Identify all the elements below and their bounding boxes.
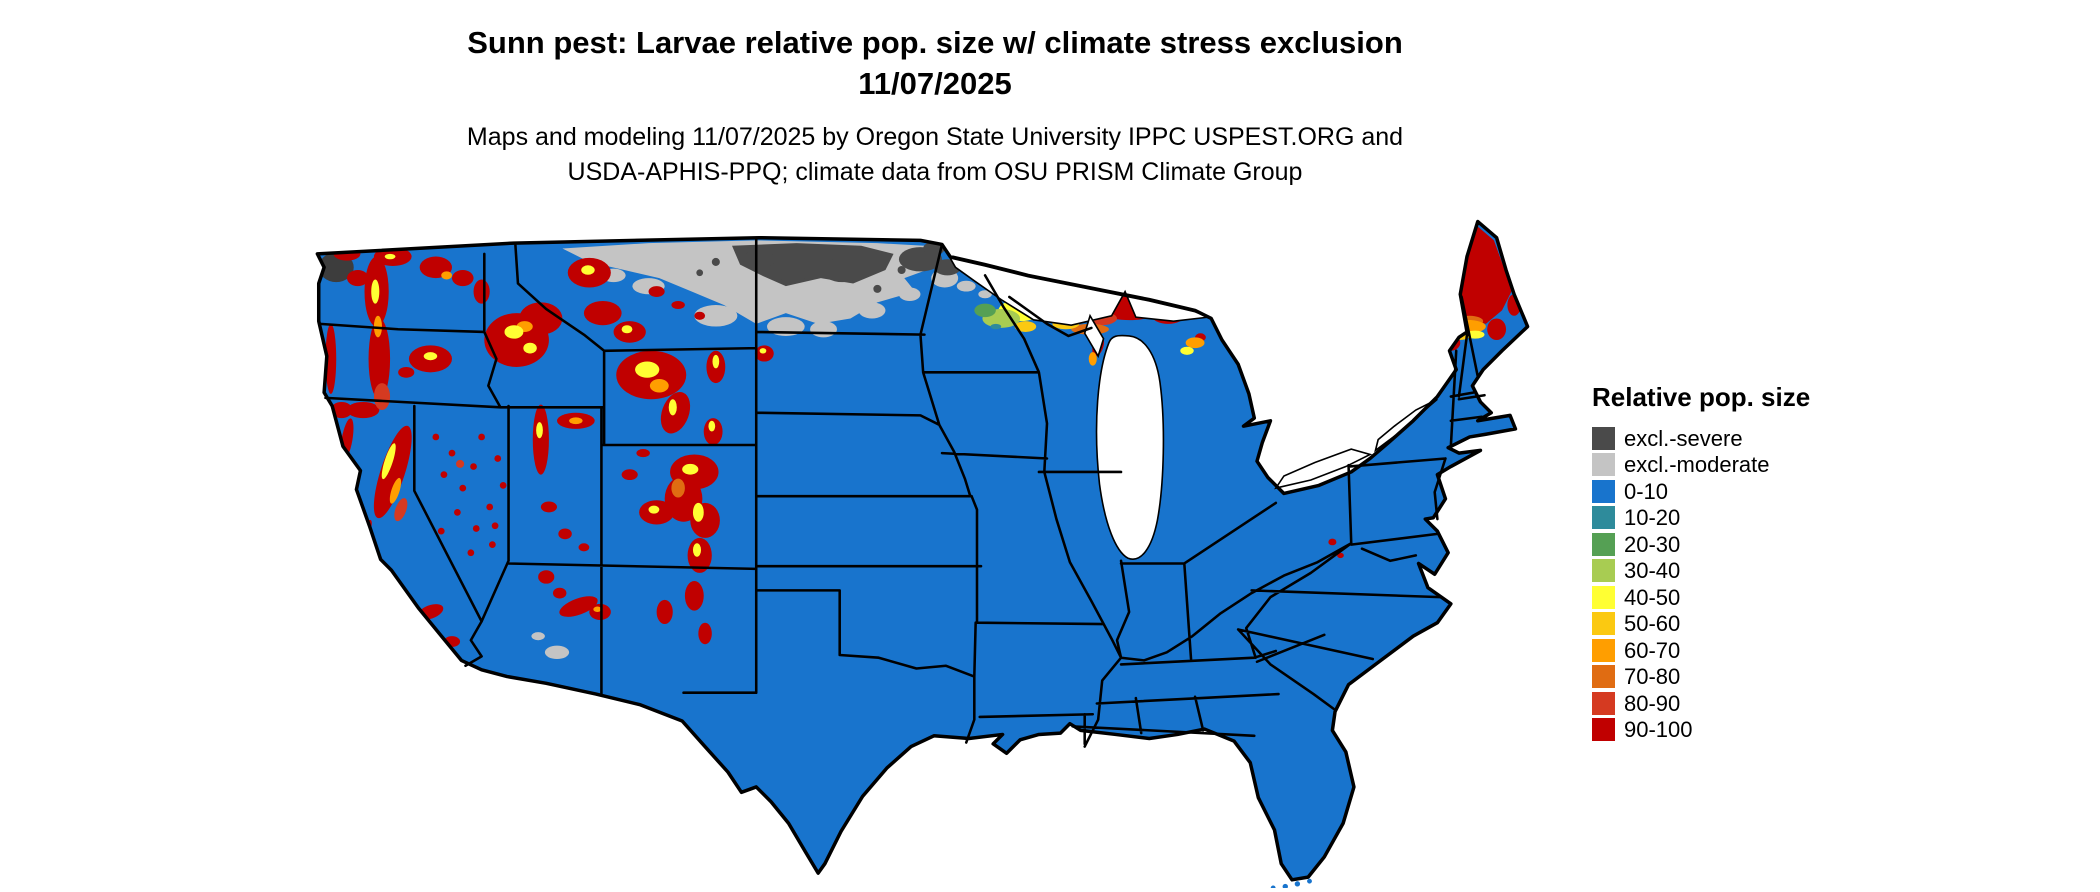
legend-swatch (1592, 718, 1615, 742)
legend-label: 80-90 (1624, 690, 1681, 716)
legend-swatch (1592, 691, 1615, 715)
legend-swatch (1592, 532, 1615, 556)
legend-label: 0-10 (1624, 478, 1669, 504)
map-subtitle-line1: Maps and modeling 11/07/2025 by Oregon S… (466, 123, 1404, 151)
legend-label: 30-40 (1624, 558, 1681, 584)
legend-label: 90-100 (1624, 717, 1693, 743)
map-exclusion-severe (318, 241, 967, 293)
legend-label: 70-80 (1624, 664, 1681, 690)
legend-label: excl.-moderate (1624, 452, 1770, 478)
legend-label: 20-30 (1624, 531, 1681, 557)
legend-entry: 40-50 (1592, 584, 1810, 611)
legend-swatch (1592, 665, 1615, 689)
legend-swatch (1592, 479, 1615, 503)
map-title-date: 11/07/2025 (858, 66, 1012, 101)
map-subtitle-line2: USDA-APHIS-PPQ; climate data from OSU PR… (567, 158, 1303, 186)
great-lakes (948, 256, 1438, 560)
state-borders (318, 236, 1486, 748)
lake-michigan (1095, 334, 1165, 560)
legend-entry: 10-20 (1592, 505, 1810, 532)
legend-swatch (1592, 426, 1615, 450)
legend-entry: excl.-moderate (1592, 452, 1810, 479)
legend-entries: excl.-severe excl.-moderate 0-10 10-20 20-30… (1592, 425, 1810, 743)
legend-entry: 30-40 (1592, 558, 1810, 585)
map-title-line1: Sunn pest: Larvae relative pop. size w/ … (467, 25, 1403, 60)
legend-entry: 20-30 (1592, 531, 1810, 558)
legend-swatch (1592, 585, 1615, 609)
florida-keys (1270, 878, 1312, 888)
legend-label: 60-70 (1624, 637, 1681, 663)
legend-entry: 60-70 (1592, 637, 1810, 664)
lake-erie (1274, 448, 1373, 490)
legend-label: 50-60 (1624, 611, 1681, 637)
legend: Relative pop. size excl.-severe excl.-mod… (1592, 382, 1810, 743)
legend-label: excl.-severe (1624, 425, 1743, 451)
us-map (312, 208, 1537, 888)
legend-entry: 80-90 (1592, 690, 1810, 717)
legend-entry: 0-10 (1592, 478, 1810, 505)
green-bay (1083, 313, 1105, 359)
map-title: Sunn pest: Larvae relative pop. size w/ … (467, 22, 1403, 104)
legend-entry: excl.-severe (1592, 425, 1810, 452)
legend-swatch (1592, 453, 1615, 477)
legend-swatch (1592, 612, 1615, 636)
us-map-svg (315, 219, 1530, 888)
legend-label: 10-20 (1624, 505, 1681, 531)
legend-entry: 50-60 (1592, 611, 1810, 638)
legend-swatch (1592, 559, 1615, 583)
legend-entry: 70-80 (1592, 664, 1810, 691)
legend-title: Relative pop. size (1592, 382, 1811, 412)
legend-entry: 90-100 (1592, 717, 1810, 744)
legend-swatch (1592, 506, 1615, 530)
legend-swatch (1592, 638, 1615, 662)
legend-label: 40-50 (1624, 584, 1681, 610)
map-subtitle: Maps and modeling 11/07/2025 by Oregon S… (467, 120, 1403, 190)
